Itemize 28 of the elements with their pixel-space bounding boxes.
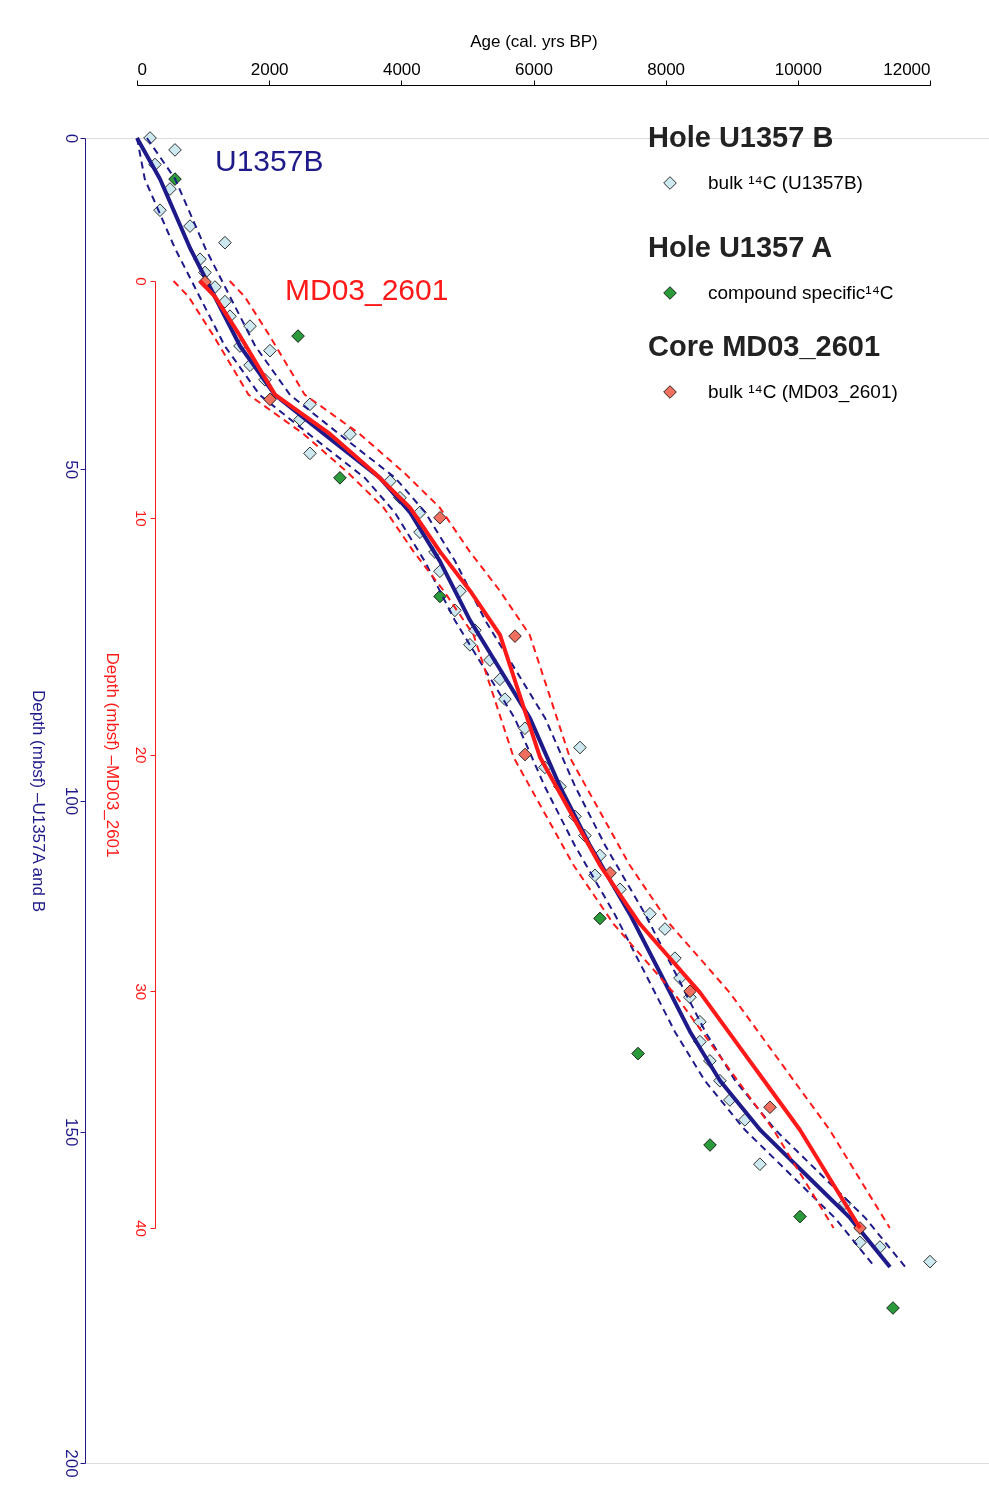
x-tick-label: 4000 — [382, 59, 421, 79]
y-axis-title: Depth (mbsf) –U1357A and B — [28, 689, 48, 913]
y-tick-label: 200 — [61, 1449, 81, 1478]
series-label: U1357B — [215, 144, 324, 177]
legend-label: bulk ¹⁴C (MD03_2601) — [708, 381, 898, 403]
annotation: Hole U1357 A — [648, 231, 833, 263]
x-axis-title: Age (cal. yrs BP) — [470, 31, 598, 51]
x-tick-label: 2000 — [250, 59, 289, 79]
y-tick-label: 150 — [61, 1118, 81, 1147]
x-tick-label: 12000 — [883, 59, 931, 79]
annotation: Core MD03_2601 — [648, 330, 881, 362]
y2-tick-label: 10 — [132, 509, 150, 527]
legend-label: compound specific¹⁴C — [708, 282, 894, 303]
y-tick-label: 0 — [61, 133, 81, 144]
legend-label: bulk ¹⁴C (U1357B) — [708, 172, 863, 193]
series-label: MD03_2601 — [284, 273, 449, 306]
x-tick-label: 8000 — [647, 59, 686, 79]
y2-tick-label: 0 — [132, 277, 150, 286]
y-tick-label: 100 — [61, 786, 81, 816]
annotation: Hole U1357 B — [648, 121, 834, 153]
x-tick-label: 6000 — [515, 59, 553, 79]
y2-tick-label: 30 — [132, 983, 150, 1001]
y-tick-label: 50 — [61, 460, 81, 480]
y2-tick-label: 20 — [132, 746, 150, 764]
y2-axis-title: Depth (mbsf) –MD03_2601 — [102, 652, 122, 858]
y2-tick-label: 40 — [132, 1220, 150, 1237]
x-tick-label: 0 — [137, 59, 147, 79]
x-tick-label: 10000 — [774, 59, 822, 79]
